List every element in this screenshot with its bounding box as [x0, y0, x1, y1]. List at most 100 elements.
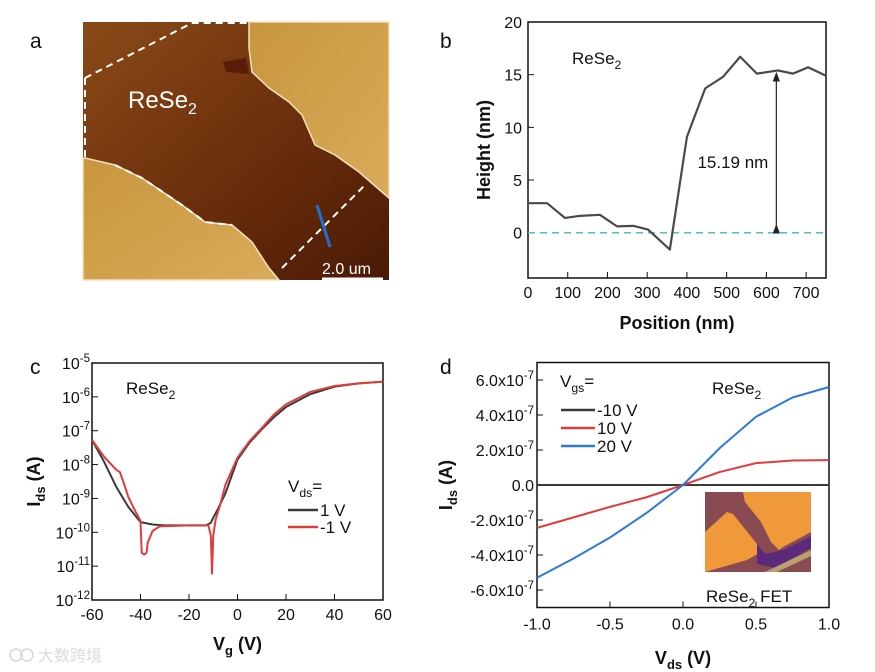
material-annotation: ReSe2 [572, 49, 622, 72]
material-annotation-main: ReSe [712, 379, 755, 398]
y-tick-label-base: 0.0 [512, 478, 534, 495]
y-tick-label-base: 10 [62, 356, 80, 373]
y-axis-label-rest: (A) [24, 456, 44, 486]
x-tick-label: 400 [674, 285, 701, 302]
x-tick-label: 40 [326, 607, 344, 624]
y-axis-label-sub: ds [33, 486, 48, 501]
x-axis-label: Vds (V) [655, 648, 711, 672]
x-tick-label: 0 [233, 607, 242, 624]
x-tick-label: -60 [80, 607, 103, 624]
x-tick-label: 0 [524, 285, 533, 302]
scale-bar-label: 2.0 um [322, 261, 371, 278]
y-tick-label-base: 10 [62, 491, 80, 508]
y-axis-label-main: I [436, 505, 456, 510]
inset-caption-rest: FET [755, 587, 792, 606]
material-annotation-sub: 2 [615, 58, 622, 72]
material-annotation-main: ReSe [126, 379, 169, 398]
x-axis-label: Vg (V) [213, 634, 262, 658]
y-tick-label-exp: -7 [524, 405, 534, 417]
material-annotation: ReSe2 [712, 379, 762, 402]
y-axis-label-main: I [24, 502, 44, 507]
x-tick-label: 500 [713, 285, 740, 302]
y-tick-label-exp: -5 [80, 353, 90, 365]
chart-b-height-profile: 0 100 200 300 400 500 600 700 0 5 10 15 20 15.19 nm Re… [474, 15, 827, 333]
y-tick-label-exp: -12 [73, 590, 90, 602]
y-tick-label-exp: -6 [80, 387, 90, 399]
y-tick-label-exp: -11 [74, 556, 90, 568]
legend-title: Vds= [288, 477, 322, 500]
y-tick-label: 0 [513, 226, 522, 243]
x-tick-label: 100 [554, 285, 581, 302]
x-tick-label: 600 [753, 285, 780, 302]
x-axis-label-rest: (V) [682, 648, 711, 668]
y-tick-label: 10-5 [62, 353, 90, 373]
y-tick-label-exp: -10 [73, 522, 90, 534]
plot-frame [527, 21, 827, 279]
y-tick-label: 15 [504, 68, 522, 85]
watermark: 大数跨境 [9, 646, 102, 665]
y-tick-label-exp: -7 [80, 421, 90, 433]
y-axis-label-rest: (A) [436, 460, 456, 490]
y-tick-label-base: -2.0x10 [470, 513, 523, 530]
y-tick-label: 10-12 [56, 590, 90, 610]
y-tick-label: -2.0x10-7 [470, 510, 534, 530]
y-tick-label-exp: -7 [524, 545, 534, 557]
watermark-logo-icon [9, 648, 23, 662]
x-axis-label-sub: g [225, 643, 233, 658]
legend-label: -1 V [320, 518, 352, 537]
y-tick-label: 10-10 [56, 522, 90, 542]
y-tick-label: 10-9 [62, 488, 90, 508]
y-tick-label: 10-7 [62, 421, 90, 441]
y-tick-label-base: 10 [62, 390, 80, 407]
y-tick-label: 5 [513, 173, 522, 190]
series-line-20V [536, 386, 830, 579]
x-axis-label: Position (nm) [620, 313, 735, 333]
y-tick-label: -6.0x10-7 [470, 580, 534, 600]
y-tick-label-base: 2.0x10 [476, 443, 524, 460]
legend-title-rest: = [312, 477, 322, 496]
watermark-text: 大数跨境 [38, 646, 102, 665]
afm-image: ReSe2 2.0 um [82, 21, 390, 281]
dark-spot [223, 58, 249, 74]
panel-label-b: b [440, 30, 452, 53]
x-tick-label: -40 [129, 607, 152, 624]
material-label: ReSe2 [128, 87, 197, 118]
inset-caption: ReSe2 FET [706, 587, 792, 610]
fet-optical-inset [705, 492, 811, 572]
y-tick-label: 20 [504, 15, 522, 32]
series-line--1V [91, 380, 384, 575]
y-axis-label: Ids (A) [436, 460, 460, 510]
y-tick-label-exp: -7 [524, 370, 534, 382]
legend-label: 10 V [597, 419, 633, 438]
x-tick-label: 1.0 [818, 617, 840, 634]
y-tick-label: 6.0x10-7 [476, 370, 534, 390]
x-tick-label: 300 [634, 285, 661, 302]
y-tick-label: 10-11 [56, 556, 90, 576]
y-tick-label: 4.0x10-7 [476, 405, 534, 425]
x-tick-label: 60 [374, 607, 392, 624]
x-axis-label-rest: (V) [233, 634, 262, 654]
y-tick-label: 10 [504, 120, 522, 137]
profile-line [315, 204, 332, 248]
legend-title-sub: gs [571, 381, 584, 395]
chart-d-output-curve: -1.0 -0.5 0.0 0.5 1.06.0x10-74.0x10-72.0x10-… [436, 361, 840, 672]
thick-flake-region [248, 21, 390, 200]
step-height-label: 15.19 nm [697, 153, 768, 172]
y-tick-label: 0.0 [512, 478, 534, 495]
y-tick-label: 10-8 [62, 455, 90, 475]
y-tick-label-base: 4.0x10 [476, 408, 524, 425]
x-tick-label: -1.0 [523, 617, 551, 634]
y-tick-label: -4.0x10-7 [470, 545, 534, 565]
material-annotation-main: ReSe [572, 49, 615, 68]
legend-title: Vgs= [560, 372, 594, 395]
x-tick-label: 0.5 [745, 617, 767, 634]
series-line-1V [91, 380, 384, 527]
y-axis-label-sub: ds [445, 490, 460, 505]
x-tick-label: 200 [594, 285, 621, 302]
flake-outline-dashed [84, 22, 366, 269]
y-axis-label: Ids (A) [24, 456, 48, 506]
y-tick-label-base: 6.0x10 [476, 373, 524, 390]
y-tick-label: 2.0x10-7 [476, 440, 534, 460]
y-tick-label-exp: -8 [80, 455, 90, 467]
